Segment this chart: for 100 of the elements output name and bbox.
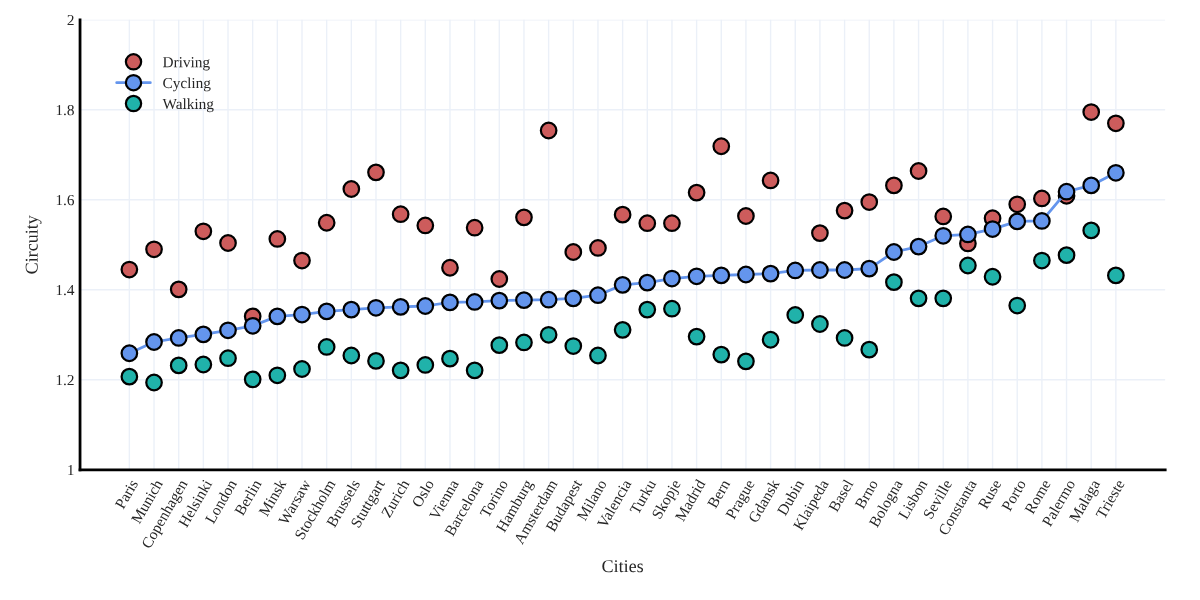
point <box>786 306 805 324</box>
point <box>564 337 583 355</box>
point <box>515 208 533 227</box>
point <box>811 315 829 333</box>
point <box>934 207 953 226</box>
point <box>293 251 311 270</box>
legend-label: Cycling <box>163 77 211 92</box>
point <box>885 176 903 195</box>
point <box>885 273 903 292</box>
point <box>317 338 336 356</box>
point <box>416 356 435 374</box>
point <box>737 352 755 371</box>
point <box>835 261 854 279</box>
point <box>1033 251 1051 270</box>
point <box>589 346 607 365</box>
point <box>687 267 706 286</box>
point <box>490 270 509 288</box>
point <box>1008 212 1027 231</box>
point <box>490 336 509 355</box>
point <box>367 298 385 317</box>
y-tick-label: 1.4 <box>56 285 75 296</box>
point <box>1107 266 1125 285</box>
point <box>268 307 287 326</box>
point <box>342 300 361 319</box>
point <box>589 239 607 257</box>
point <box>1008 195 1027 214</box>
point <box>1008 296 1027 315</box>
point <box>219 234 237 252</box>
point <box>860 259 879 278</box>
point <box>317 213 336 232</box>
point <box>638 273 657 292</box>
point <box>934 226 953 245</box>
point <box>564 243 583 261</box>
point <box>391 361 410 380</box>
point <box>1057 246 1076 265</box>
y-axis-title: Circuity <box>25 215 42 274</box>
point <box>983 220 1002 238</box>
point <box>663 269 681 288</box>
y-tick-label: 1.6 <box>56 194 75 206</box>
legend-label: Walking <box>162 98 214 113</box>
point <box>564 289 583 308</box>
point <box>983 267 1002 286</box>
point <box>243 370 262 389</box>
point <box>613 275 632 294</box>
point <box>712 345 731 364</box>
point <box>613 320 632 339</box>
point <box>268 230 287 248</box>
point <box>391 205 410 224</box>
point <box>169 329 188 347</box>
point <box>909 237 928 256</box>
point <box>219 349 237 368</box>
point <box>342 346 361 365</box>
point <box>391 298 410 316</box>
point <box>934 289 953 308</box>
point <box>737 207 755 225</box>
point <box>539 290 558 309</box>
legend-label: Driving <box>162 57 210 71</box>
point <box>268 366 287 385</box>
point <box>194 355 213 374</box>
point <box>367 163 385 182</box>
point <box>515 291 533 310</box>
point <box>761 264 780 283</box>
point <box>737 265 755 284</box>
point <box>761 330 780 349</box>
point <box>638 300 657 319</box>
point <box>515 333 533 352</box>
point <box>194 325 213 344</box>
point <box>120 260 139 279</box>
point <box>786 261 805 280</box>
point <box>663 299 681 318</box>
point <box>219 321 237 340</box>
point <box>835 329 854 347</box>
point <box>860 340 879 359</box>
point <box>169 356 188 375</box>
point <box>416 216 435 235</box>
point <box>761 171 780 190</box>
point <box>145 240 163 259</box>
point <box>1082 221 1101 240</box>
point <box>712 266 731 285</box>
point <box>1033 189 1051 208</box>
y-tick-label: 1.2 <box>56 374 74 386</box>
point <box>1082 103 1101 121</box>
point <box>1107 163 1125 182</box>
point <box>539 325 558 344</box>
point <box>687 183 706 202</box>
point <box>811 224 829 242</box>
point <box>1057 182 1076 201</box>
point <box>293 360 311 378</box>
point <box>441 349 459 368</box>
x-axis-title: Cities <box>602 560 644 573</box>
point <box>860 193 879 211</box>
point <box>909 289 928 308</box>
point <box>1033 212 1051 230</box>
point <box>441 293 459 312</box>
point <box>1107 114 1125 133</box>
y-tick-label: 1.8 <box>56 104 74 116</box>
point <box>441 258 459 277</box>
point <box>613 205 632 224</box>
point <box>243 316 262 335</box>
point <box>317 302 336 321</box>
